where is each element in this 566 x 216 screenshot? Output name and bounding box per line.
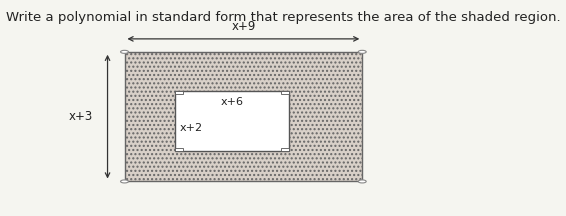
Text: x+3: x+3 <box>69 110 93 123</box>
Bar <box>175 91 289 151</box>
Bar <box>281 91 289 94</box>
Circle shape <box>121 180 128 183</box>
Circle shape <box>358 180 366 183</box>
Bar <box>281 148 289 151</box>
Text: x+9: x+9 <box>231 21 256 33</box>
Bar <box>175 148 183 151</box>
Circle shape <box>358 50 366 53</box>
Text: x+6: x+6 <box>221 97 243 107</box>
Bar <box>175 91 183 94</box>
Text: Write a polynomial in standard form that represents the area of the shaded regio: Write a polynomial in standard form that… <box>6 11 560 24</box>
Bar <box>125 52 362 181</box>
Text: x+2: x+2 <box>180 123 203 133</box>
Circle shape <box>121 50 128 53</box>
